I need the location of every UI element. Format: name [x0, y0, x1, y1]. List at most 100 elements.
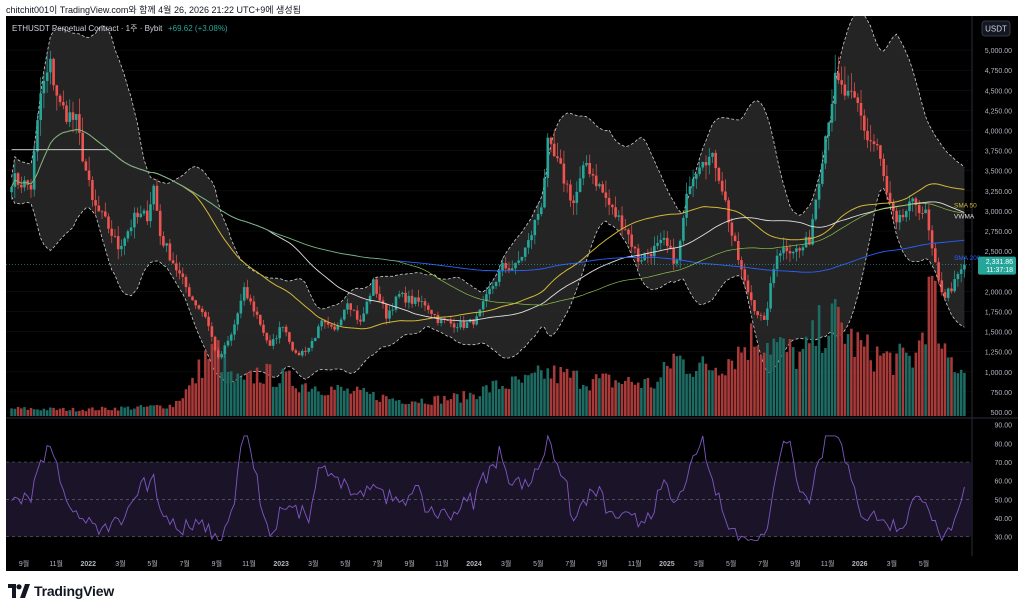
candle-body — [646, 253, 650, 255]
candle-body — [188, 287, 191, 297]
candle-body — [536, 214, 540, 220]
price-tick-label: 3,250.00 — [985, 189, 1012, 196]
candle-body — [213, 336, 217, 351]
chart-canvas[interactable]: 5,000.00 4,750.00 4,500.00 4,250.00 4,000.00… — [6, 16, 1018, 571]
candle-body — [158, 210, 162, 237]
volume-bar — [691, 376, 695, 416]
candle-body — [29, 184, 33, 190]
candle-body — [113, 235, 117, 237]
time-tick-label: 3월 — [694, 559, 704, 568]
volume-bar — [672, 353, 675, 416]
volume-bar — [795, 368, 798, 416]
candle-body — [372, 279, 375, 296]
volume-bar — [339, 386, 343, 416]
currency-button[interactable]: USDT — [981, 20, 1011, 37]
volume-bar — [837, 306, 840, 416]
candle-body — [385, 304, 388, 319]
candle-body — [87, 170, 91, 181]
candle-body — [204, 312, 207, 317]
volume-bar — [520, 382, 524, 416]
volume-bar — [158, 405, 162, 416]
candle-body — [407, 295, 411, 303]
volume-bar — [171, 407, 175, 416]
candle-body — [785, 247, 789, 252]
candle-body — [833, 72, 837, 104]
candle-body — [733, 235, 737, 241]
time-tick-label: 7월 — [565, 559, 575, 568]
volume-bar — [355, 386, 359, 416]
volume-bar — [372, 392, 375, 416]
volume-bar — [304, 383, 307, 416]
volume-bar — [840, 322, 843, 416]
candle-body — [850, 90, 853, 92]
volume-bar — [368, 393, 372, 416]
volume-bar — [785, 352, 789, 416]
time-tick-label: 3월 — [887, 559, 897, 568]
tradingview-logo-icon — [8, 584, 30, 598]
candle-body — [359, 319, 362, 322]
time-tick-label: 11월 — [821, 559, 835, 568]
candle-body — [242, 287, 246, 301]
volume-bar — [13, 408, 17, 416]
candle-body — [594, 175, 598, 187]
candle-body — [527, 240, 530, 248]
volume-bar — [892, 375, 895, 416]
candle-body — [662, 237, 666, 240]
chart-panel[interactable]: 5,000.00 4,750.00 4,500.00 4,250.00 4,000.00… — [6, 16, 1018, 571]
volume-bar — [45, 410, 49, 416]
volume-bar — [326, 395, 330, 416]
candle-body — [924, 209, 927, 214]
candle-body — [533, 219, 537, 236]
volume-bar — [504, 388, 508, 416]
candle-body — [940, 280, 944, 293]
volume-bar — [921, 332, 924, 416]
candle-body — [552, 143, 556, 157]
volume-bar — [197, 359, 201, 416]
volume-bar — [685, 373, 688, 416]
candle-body — [911, 198, 914, 202]
time-tick-label: 5월 — [726, 559, 736, 568]
candle-body — [20, 184, 23, 188]
candle-body — [688, 186, 692, 194]
volume-bar — [523, 374, 527, 416]
candle-body — [175, 263, 178, 271]
candle-body — [81, 132, 84, 162]
volume-bar — [472, 394, 475, 416]
time-tick-label: 2022 — [80, 561, 96, 568]
candle-body — [795, 248, 798, 252]
volume-bar — [126, 406, 130, 416]
volume-bar — [488, 392, 491, 416]
candle-body — [572, 200, 575, 203]
candle-body — [236, 313, 239, 325]
candle-body — [724, 191, 727, 201]
candle-body — [788, 251, 792, 254]
volume-bar — [898, 343, 902, 416]
candle-body — [827, 122, 830, 137]
volume-bar — [29, 408, 33, 416]
time-tick-label: 2024 — [466, 561, 482, 568]
tradingview-brand[interactable]: TradingView — [8, 582, 114, 600]
volume-bar — [640, 387, 643, 416]
candle-body — [840, 80, 843, 85]
indicator-tag: VWMA — [954, 213, 975, 220]
time-tick-label: 5월 — [919, 559, 929, 568]
volume-bar — [656, 381, 659, 416]
volume-bar — [475, 399, 478, 416]
indicator-tag: SMA 200 — [954, 255, 981, 262]
candle-body — [817, 184, 821, 200]
volume-bar — [175, 401, 178, 416]
candle-body — [707, 156, 711, 166]
volume-bar — [74, 411, 78, 416]
volume-bar — [959, 369, 963, 416]
volume-bar — [746, 360, 750, 416]
candle-body — [481, 301, 485, 310]
volume-bar — [510, 376, 514, 416]
volume-bar — [885, 351, 889, 416]
volume-bar — [91, 407, 94, 416]
volume-bar — [129, 409, 133, 416]
volume-bar — [178, 400, 181, 416]
candle-body — [330, 324, 333, 327]
candle-body — [184, 276, 188, 288]
candle-body — [530, 235, 533, 241]
candle-body — [491, 286, 495, 289]
